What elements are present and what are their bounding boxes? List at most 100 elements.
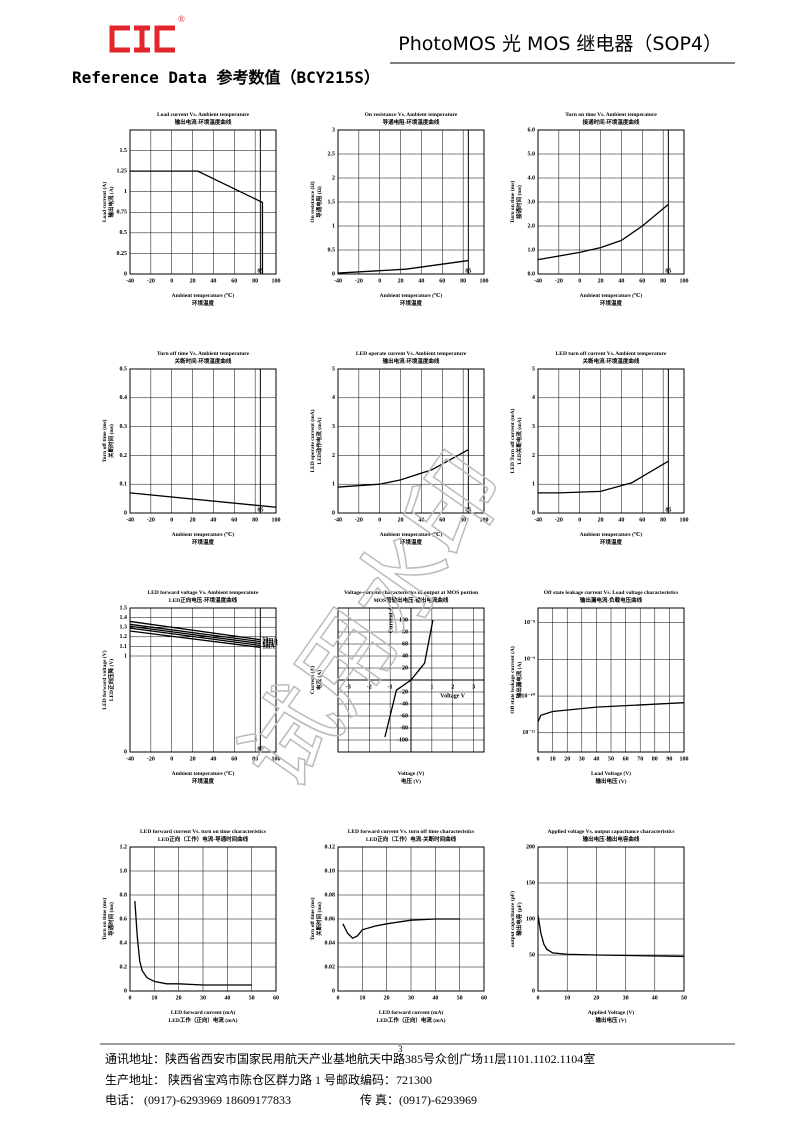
x-tick-label: 100 [680,278,689,284]
x-tick-label: 50 [681,995,687,1001]
chart-title: Load current Vs. Ambient temperature [157,112,250,118]
chart-subtitle: 输出漏电流-负载电压曲线 [580,596,643,604]
y-tick-label: 2 [532,453,535,459]
chart-subtitle: MOS管输出电压-输出电流曲线 [374,596,449,604]
logo-mark: ® [178,14,185,24]
data-line [129,620,261,641]
y-axis-label: Current (A) [309,666,316,694]
x-tick-label: 40 [210,278,216,284]
marker-label: 85 [465,268,471,274]
data-line [337,449,469,488]
chart-subtitle: 关断时间-环境温度曲线 [175,357,232,365]
y-tick-label: 6.0 [528,127,536,133]
x-tick-label: -20 [147,517,155,523]
y-tick-label: 2.0 [528,223,536,229]
chart-title: Turn off time Vs. Ambient temperature [157,351,250,357]
x-tick-label: 40 [418,517,424,523]
data-line [130,170,264,274]
x-tick-label: 20 [564,756,570,762]
chart-subtitle: 输出电流-环境温度曲线 [383,357,440,365]
y-axis-label: 接通时间 (ms) [515,185,523,219]
x-tick-label: 20 [190,756,196,762]
chart-subtitle: 输出电压-输出电容曲线 [583,835,640,843]
chart-title: LED forward voltage Vs. Ambient temperat… [147,590,259,596]
y-axis-label: 输出电流 (A) [107,186,115,217]
y-tick-label: 0 [124,510,127,516]
x-tick-label: -20 [355,517,363,523]
charts: Load current Vs. Ambient temperature 输出电流… [101,112,689,1024]
x-tick-label: 100 [272,517,281,523]
x-tick-label: -40 [334,278,342,284]
chart-title: LED operate current Vs. Ambient temperat… [356,351,467,357]
x-tick-label: -20 [355,278,363,284]
x-axis-label: Ambient temperature (℃) [580,531,643,538]
chart-subtitle: LED正向（工作）电流-导通时间曲线 [158,835,249,843]
x-tick-label: -40 [534,278,542,284]
x-tick-label: 20 [598,278,604,284]
x-axis-label: LED工作（正向）电流 (mA) [377,1016,446,1024]
y-tick-label: 0.2 [120,453,128,459]
x-axis-label: LED forward current (mA) [171,1009,236,1016]
x-tick-label: 80 [252,517,258,523]
y-tick-label: -100 [397,737,408,743]
y-tick-label: 2.5 [328,151,336,157]
x-tick-label: 1 [430,684,433,690]
x-axis-label: Voltage (V) [398,770,425,777]
y-tick-label: 0 [124,988,127,994]
y-axis-label: Turn off time (ms) [309,897,316,940]
x-axis-label: Ambient temperature (℃) [380,292,443,299]
x-tick-label: -20 [555,517,563,523]
y-tick-label: 0.5 [328,247,336,253]
footer-line: 通讯地址：陕西省西安市国家民用航天产业基地航天中路385号众创广场11层1101… [105,1051,595,1066]
data-line [129,623,261,643]
x-tick-label: 80 [660,278,666,284]
header-title: PhotoMOS 光 MOS 继电器（SOP4） [398,33,722,55]
y-tick-label: 60 [402,641,408,647]
chart-title: LED forward current Vs. turn off time ch… [348,829,475,835]
x-tick-label: 50 [608,756,614,762]
chart-subtitle: LED正向电压-环境温度曲线 [169,596,238,604]
x-tick-label: 0 [378,278,381,284]
plot-frame [129,129,277,275]
plot-frame [537,368,685,514]
y-tick-label: 80 [402,629,408,635]
x-tick-label: -20 [147,756,155,762]
x-tick-label: 20 [398,278,404,284]
y-tick-label: 0.0 [528,271,536,277]
y-tick-label: 0.12 [325,844,336,850]
y-tick-label: 0 [332,988,335,994]
footer-line: 传 真：(0917)-6293969 [360,1092,477,1107]
y-tick-label: 0.5 [120,230,128,236]
x-tick-label: 30 [623,995,629,1001]
x-tick-label: 100 [272,756,281,762]
chart-subtitle: 导通电阻-环境温度曲线 [383,118,440,126]
x-tick-label: -40 [534,517,542,523]
footer-line: 生产地址： 陕西省宝鸡市陈仓区群力路 1 号邮政编码：721300 [105,1072,432,1087]
x-axis-label: Ambient temperature (℃) [172,531,235,538]
x-tick-label: 60 [273,995,279,1001]
y-axis-label: 导通电阻 (Ω) [315,186,323,218]
plot-frame [337,846,485,992]
x-tick-label: -40 [126,756,134,762]
y-tick-label: 50 [529,952,535,958]
x-tick-label: 90 [666,756,672,762]
x-axis-label: LED forward current (mA) [379,1009,444,1016]
x-axis-label: 输出电压 (V) [595,1016,626,1024]
x-tick-label: 0 [129,995,132,1001]
x-tick-label: 40 [432,995,438,1001]
data-line [129,625,261,645]
y-tick-label: 200 [526,844,535,850]
y-axis-label: LED动作电流 (mA) [315,417,323,464]
inner-y-label: Current A [388,606,394,633]
y-tick-label: 0.75 [117,210,128,216]
data-line [342,918,460,939]
footer-line: 电话： (0917)-6293969 18609177833 [105,1093,291,1107]
x-axis-label: Ambient temperature (℃) [172,292,235,299]
y-tick-label: 0.3 [120,424,128,430]
x-tick-label: 40 [618,517,624,523]
x-tick-label: 80 [660,517,666,523]
y-tick-label: 5 [332,366,335,372]
x-tick-label: 60 [481,995,487,1001]
x-axis-label: 环境温度 [192,777,215,785]
x-tick-label: 20 [190,517,196,523]
